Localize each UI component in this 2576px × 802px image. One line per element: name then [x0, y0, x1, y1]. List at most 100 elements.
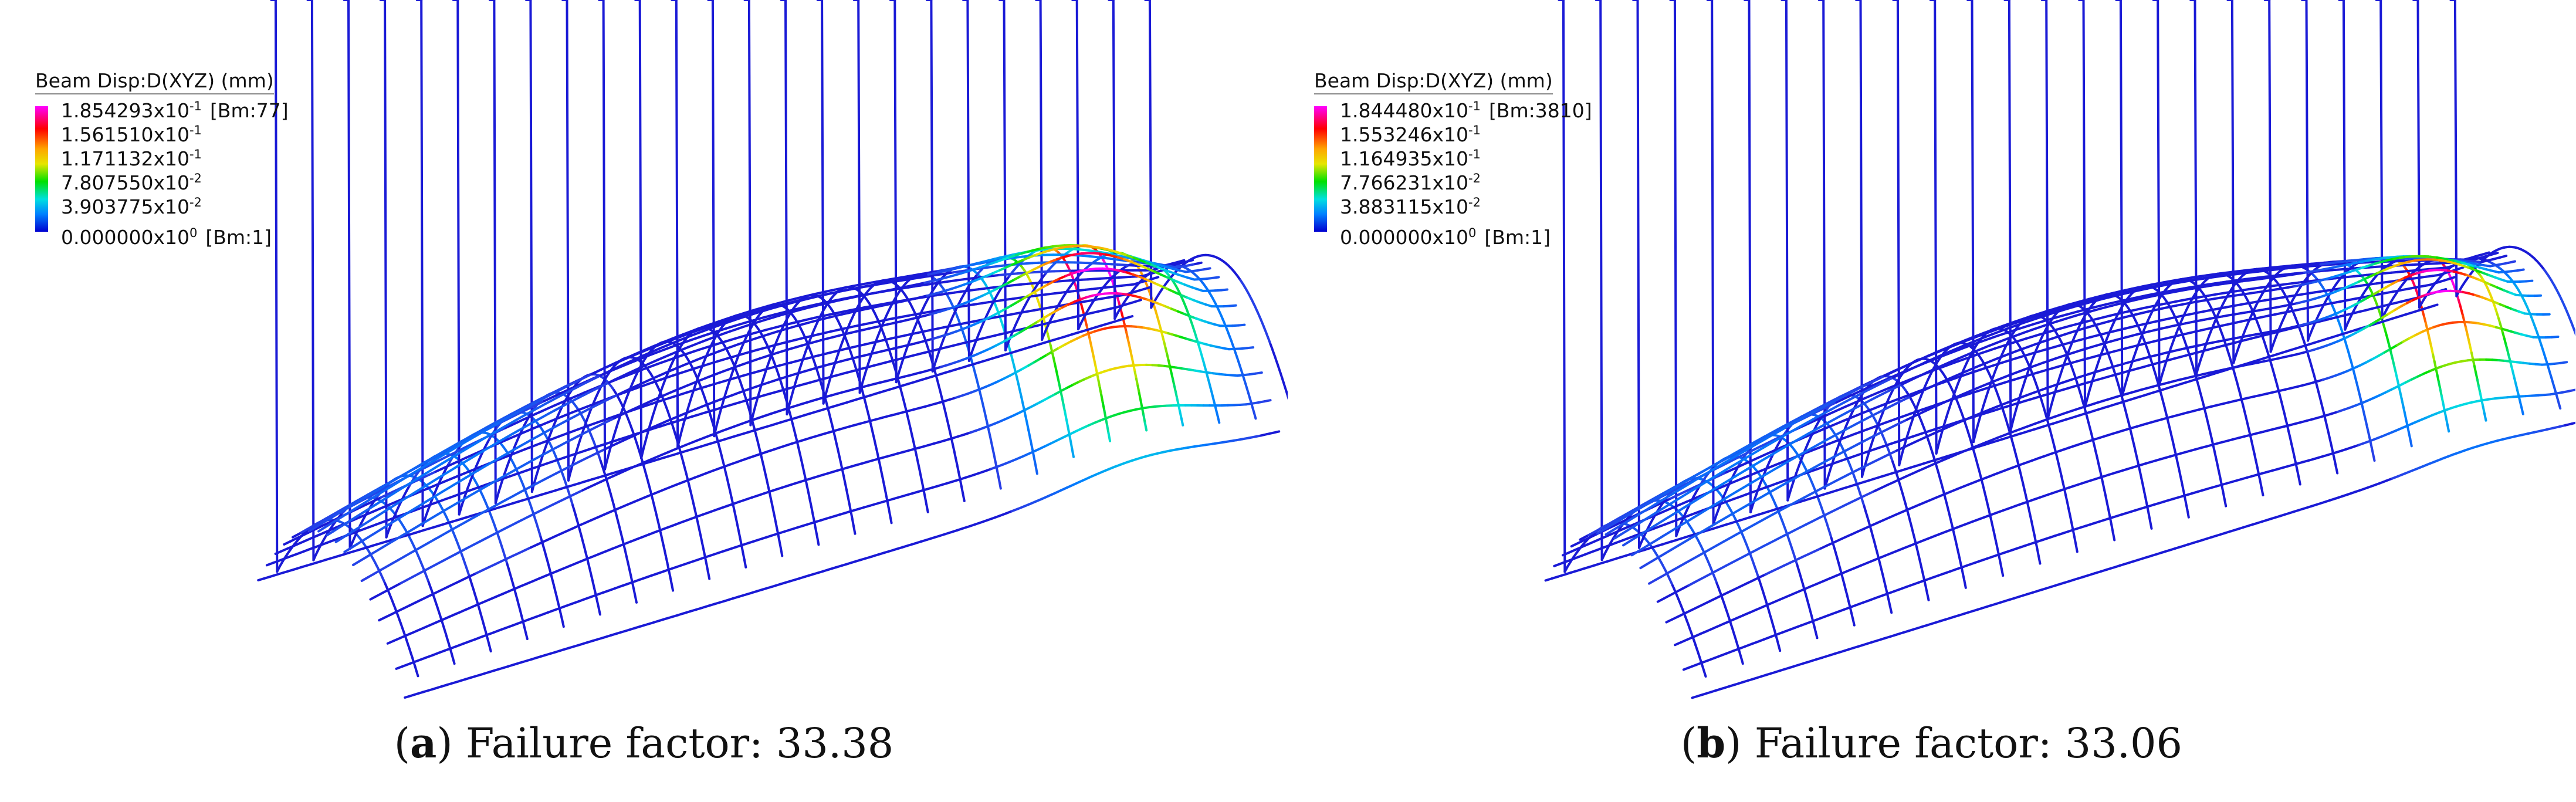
mesh-beam: [468, 454, 477, 461]
mesh-beam: [415, 670, 419, 678]
mesh-beam: [857, 0, 861, 394]
mesh-beam: [669, 575, 673, 585]
mesh-beam: [422, 498, 431, 505]
mesh-beam: [358, 556, 367, 563]
mesh-beam: [411, 476, 420, 483]
mesh-beam: [367, 532, 376, 539]
mesh-beam: [847, 495, 851, 505]
mesh-beam: [351, 500, 360, 506]
mesh-beam: [597, 606, 601, 616]
mesh-beam: [345, 503, 354, 510]
mesh-beam: [400, 531, 409, 537]
mesh-beam: [392, 517, 401, 523]
mesh-beam: [352, 560, 361, 566]
mesh-beam: [459, 447, 468, 454]
mesh-beam: [845, 488, 849, 498]
mesh-beam: [957, 471, 962, 480]
mesh-beam: [992, 451, 996, 461]
mesh-beam: [994, 458, 998, 468]
mesh-beam: [399, 484, 408, 491]
mesh-beam: [369, 489, 378, 496]
mesh-beam: [1139, 399, 1143, 410]
mesh-beam: [1024, 324, 1034, 330]
mesh-beam: [425, 516, 434, 523]
mesh-beam: [1177, 259, 1186, 263]
panel-a: Beam Disp:D(XYZ) (mm) 1.854293x10-1 [Bm:7…: [35, 0, 1288, 767]
mesh-beam: [1194, 261, 1203, 265]
mesh-beam: [375, 485, 384, 492]
mesh-beam: [383, 506, 392, 513]
mesh-beam: [1093, 358, 1097, 368]
mesh-beam: [844, 481, 848, 490]
mesh-beam: [357, 496, 366, 503]
mesh-beam: [1064, 411, 1068, 421]
mesh-beam: [428, 495, 437, 501]
mesh-beam: [447, 455, 456, 461]
mesh-beam: [402, 473, 411, 480]
mesh-beam: [1075, 0, 1080, 331]
mesh-beam: [392, 488, 401, 495]
mesh-beam: [478, 436, 486, 443]
mesh-beam: [1034, 465, 1038, 475]
mesh-beam: [1263, 399, 1272, 403]
mesh-beam: [436, 450, 445, 456]
mesh-beam: [314, 522, 324, 528]
mesh-beam: [1027, 361, 1036, 367]
mesh-beam: [474, 451, 483, 457]
mesh-beam: [739, 536, 743, 546]
mesh-beam: [1253, 412, 1257, 420]
mesh-beam: [414, 466, 423, 473]
mesh-beam: [327, 515, 336, 521]
mesh-beam: [1062, 403, 1067, 414]
mesh-beam: [848, 502, 852, 512]
mesh-beam: [465, 444, 475, 450]
mesh-beam: [356, 539, 364, 546]
mesh-beam: [1216, 415, 1221, 424]
mesh-beam: [638, 0, 643, 459]
mesh-beam: [462, 458, 471, 464]
mesh-beam: [736, 522, 740, 532]
mesh-beam: [401, 495, 410, 502]
mesh-beam: [810, 506, 814, 516]
mesh-beam: [381, 496, 390, 502]
mesh-beam: [396, 478, 405, 484]
mesh-beam: [486, 444, 495, 450]
mesh-beam: [336, 515, 344, 522]
mesh-beam: [925, 503, 929, 513]
mesh-beam: [1031, 320, 1040, 327]
mesh-beam: [743, 558, 747, 568]
mesh-beam: [566, 0, 570, 482]
mesh-beam: [353, 525, 361, 532]
mesh-beam: [421, 463, 429, 469]
mesh-beam: [1107, 432, 1112, 442]
mesh-beam: [779, 547, 784, 557]
mesh-beam: [747, 0, 752, 427]
mesh-beam: [1151, 276, 1160, 280]
mesh-beam: [919, 474, 923, 484]
mesh-beam: [446, 483, 455, 490]
mesh-beam: [394, 534, 403, 541]
mesh-beam: [1136, 385, 1140, 395]
mesh-beam: [350, 515, 359, 521]
mesh-beam: [432, 455, 442, 462]
mesh-beam: [452, 657, 456, 665]
mesh-beam: [317, 526, 326, 533]
mesh-beam: [1103, 409, 1107, 419]
mesh-beam: [344, 519, 353, 525]
mesh-beam: [814, 528, 818, 539]
mesh-beam: [808, 499, 813, 509]
mesh-beam: [807, 492, 811, 502]
mesh-beam: [1138, 392, 1142, 402]
mesh-beam: [408, 470, 417, 476]
mesh-beam: [816, 536, 820, 546]
mesh-beam: [407, 491, 417, 498]
mesh-beam: [358, 522, 368, 528]
mesh-beam: [309, 526, 317, 532]
mesh-beam: [561, 619, 565, 628]
mesh-beam: [1097, 379, 1101, 390]
mesh-beam: [441, 458, 450, 465]
mesh-beam: [365, 496, 375, 503]
mesh-beam: [362, 507, 371, 513]
mesh-beam: [426, 459, 435, 466]
mesh-beam: [1037, 316, 1045, 323]
